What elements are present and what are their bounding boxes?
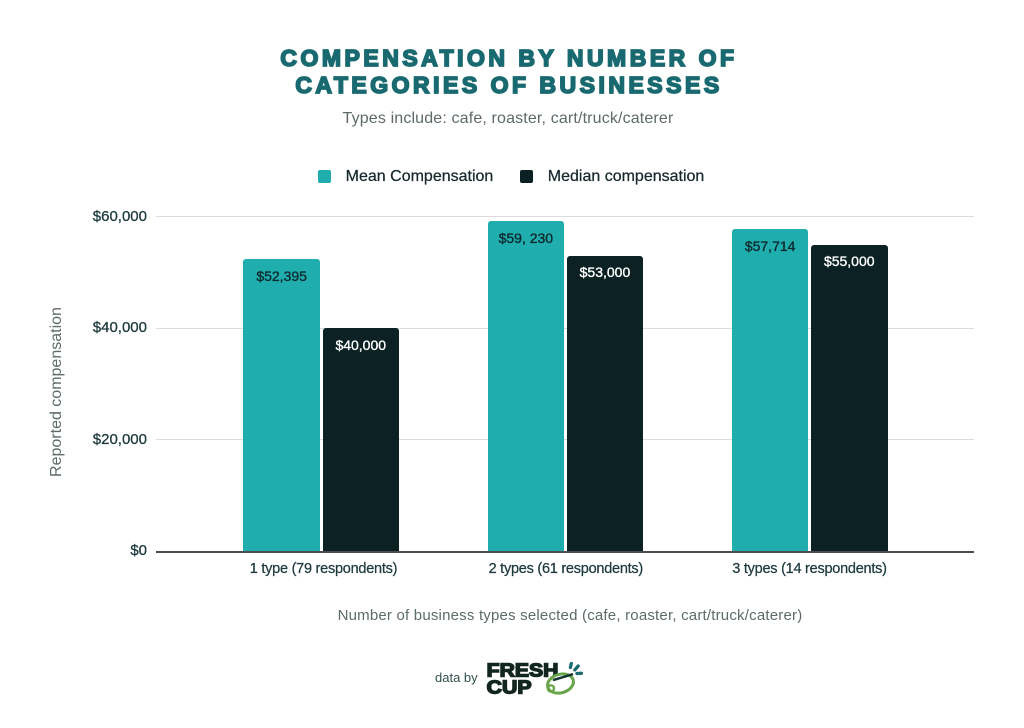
svg-text:FRESH: FRESH xyxy=(487,660,559,681)
svg-text:CUP: CUP xyxy=(487,677,532,698)
